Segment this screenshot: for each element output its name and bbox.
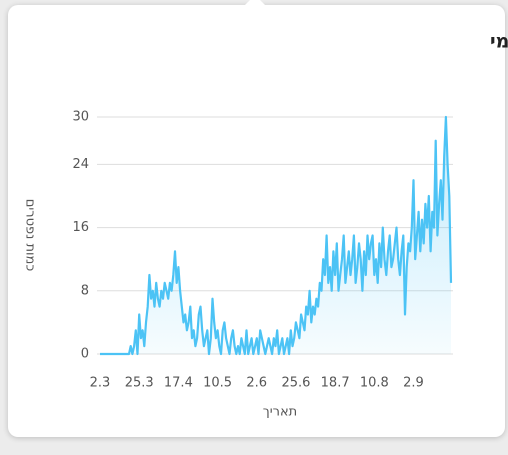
x-tick-label: 25.6: [281, 376, 310, 391]
area: [100, 117, 451, 354]
x-tick-label: 10.8: [360, 376, 389, 391]
x-tick-label: 10.5: [203, 376, 232, 391]
x-axis-label: תאריך: [263, 405, 297, 420]
y-tick-label: 8: [81, 283, 89, 298]
x-tick-label: 2.6: [246, 376, 267, 391]
line: [100, 115, 453, 356]
y-axis-label: כמות נפטרים: [23, 199, 38, 272]
y-tick-label: 24: [72, 157, 89, 172]
popup-pointer: [245, 0, 265, 5]
y-tick-label: 0: [81, 347, 89, 362]
x-tick-label: 17.4: [164, 376, 193, 391]
x-tick-label: 18.7: [321, 376, 350, 391]
x-tick-label: 2.9: [403, 376, 424, 391]
y-tick-label: 16: [72, 220, 89, 235]
y-tick-label: 30: [72, 110, 89, 125]
x-tick-label: 2.3: [90, 376, 111, 391]
chart-title: נפטרים - שינוי יומי: [490, 31, 508, 53]
x-tick-label: 25.3: [125, 376, 154, 391]
